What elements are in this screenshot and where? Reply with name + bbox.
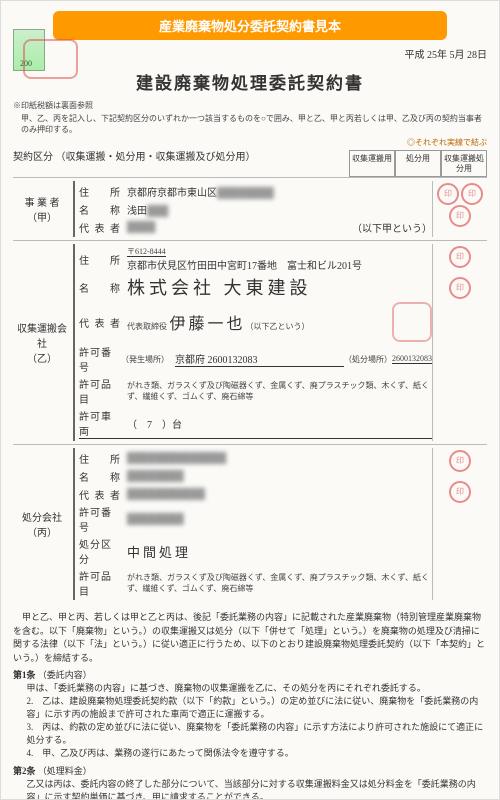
party-kou: 事 業 者（甲） 住 所京都府京都市東山区████████ 名 称浅田███ 代… [13, 177, 487, 240]
otsu-items: がれき類、ガラスくず及び陶磁器くず、金属くず、廃プラスチック類、木くず、紙くず、… [127, 380, 432, 402]
cancel-stamp-icon [23, 39, 78, 79]
kou-sub: （甲） [27, 209, 57, 224]
kou-rep: ████ [127, 222, 277, 233]
kou-name: 浅田███ [127, 202, 432, 217]
hei-seals: 印印 [432, 448, 487, 600]
article-1: 第1条 （委託内容） 甲は、「委託業務の内容」に基づき、廃棄物の収集運搬を乙に、… [13, 669, 487, 760]
banner-label: 産業廃棄物処分委託契約書見本 [53, 11, 447, 40]
kou-label: 事 業 者 [25, 194, 60, 209]
otsu-seals: 印印 [432, 244, 487, 441]
article-2: 第2条 （処理料金） 乙又は丙は、委託内容の終了した部分について、当該部分に対す… [13, 765, 487, 800]
party-hei: 処分会社（丙） 住 所██████████████ 名 称████████ 代表… [13, 444, 487, 603]
hei-type: 中間処理 [127, 542, 432, 561]
hei-label: 処分会社 [22, 509, 62, 524]
seal-icon: 印 [449, 205, 471, 227]
otsu-name: 株式会社 大東建設 [127, 274, 432, 300]
seal-col-2: 処分用 [395, 150, 441, 177]
contract-type-label: 契約区分 [13, 152, 53, 163]
kou-addr: 京都府京都市東山区████████ [127, 184, 432, 199]
otsu-sub: （乙） [27, 350, 57, 365]
seal-icon: 印 [449, 246, 471, 268]
seal-instruction: ◎それぞれ実線で結ぶ [13, 137, 487, 148]
seal-icon: 印 [449, 481, 471, 503]
otsu-label: 収集運搬会社 [13, 320, 71, 350]
kou-seals: 印 印 印 [432, 181, 487, 237]
company-seal-icon [392, 302, 432, 342]
hei-items: がれき類、ガラスくず及び陶磁器くず、金属くず、廃プラスチック類、木くず、紙くず、… [127, 572, 432, 594]
hei-sub: （丙） [27, 524, 57, 539]
otsu-addr: 京都市伏見区竹田田中宮町17番地 富士和ビル201号 [127, 261, 362, 272]
contract-type-options: （収集運搬・処分用・収集運搬及び処分用） [56, 152, 256, 163]
otsu-rep: 伊藤一也 [170, 316, 246, 333]
seal-col-3: 収集運搬処分用 [441, 150, 487, 177]
seal-icon: 印 [449, 277, 471, 299]
seal-icon: 印 [461, 183, 483, 205]
seal-icon: 印 [449, 450, 471, 472]
document-page: 産業廃棄物処分委託契約書見本 平成 25年 5月 28日 建設廃棄物処理委託契約… [0, 0, 500, 800]
kou-rep-lbl: 代表者 [79, 220, 121, 235]
tax-note: ※印紙税額は裏面参照 [13, 100, 487, 111]
party-otsu: 収集運搬会社（乙） 住 所〒612-8444京都市伏見区竹田田中宮町17番地 富… [13, 240, 487, 444]
kou-addr-lbl: 住 所 [79, 184, 121, 199]
revenue-stamp-area [13, 29, 88, 74]
otsu-permit: 2600132083 [208, 355, 258, 366]
seal-col-1: 収集運搬用 [349, 150, 395, 177]
seal-icon: 印 [437, 183, 459, 205]
intro-text: 甲、乙、丙を記入し、下記契約区分のいずれか一つ該当するものを○で囲み、甲と乙、甲… [21, 113, 487, 135]
preamble: 甲と乙、甲と丙、若しくは甲と乙と丙は、後記「委託業務の内容」に記載された産業廃棄… [13, 611, 487, 665]
kou-name-lbl: 名 称 [79, 202, 121, 217]
otsu-cars: （ 7 ）台 [127, 416, 432, 431]
